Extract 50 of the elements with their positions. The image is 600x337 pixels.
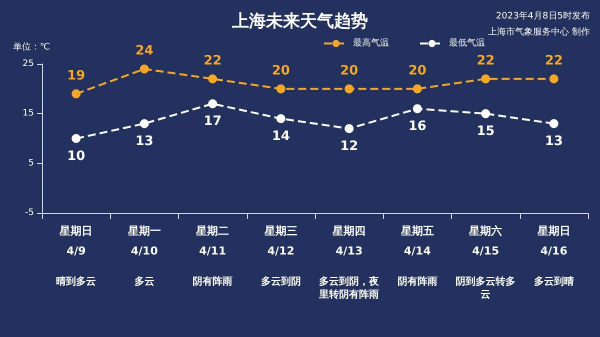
point [481,74,490,84]
point [412,104,422,114]
data-label: 20 [408,63,426,78]
data-label: 19 [67,68,86,84]
data-label: 24 [135,43,154,58]
data-label: 22 [544,53,563,68]
point [481,109,490,118]
data-label: 12 [340,139,358,154]
legend-label: 最高气温 [353,38,389,48]
point [344,124,354,134]
data-label: 20 [340,63,358,78]
category-label: 星期日 4/9 晴到多云 [56,224,96,288]
point [72,89,81,98]
category-label: 星期四 4/13 多云到阴，夜里转阴有阵雨 [319,224,380,300]
point [549,74,558,84]
text: 上海市气象服务中心 制作 [488,26,590,38]
point [140,119,149,128]
point [276,84,286,94]
data-label: 14 [272,129,290,144]
point [412,84,422,94]
category-label: 星期六 4/15 阴到多云转多云 [456,224,516,300]
category-label: 星期日 4/16 多云到晴 [534,224,574,288]
data-label: 17 [204,114,222,130]
point [140,64,149,74]
point [208,99,218,108]
data-label: 20 [272,63,290,78]
point [208,74,218,84]
legend-label: 最低气温 [449,38,485,48]
data-label: 22 [204,53,222,68]
point [72,134,81,143]
data-label: 10 [67,149,86,164]
data-label: 16 [408,119,426,134]
category-label: 星期五 4/14 阴有阵雨 [397,224,438,288]
text: 2023年4月8日5时发布 [496,10,590,22]
y-tick-label: -5 [25,208,34,218]
point [276,114,286,124]
y-tick-label: 5 [28,158,34,168]
data-label: 13 [544,134,563,150]
data-label: 15 [476,124,495,140]
data-label: 22 [476,53,495,68]
point [549,119,558,128]
category-label: 星期三 4/12 多云到阴 [260,224,301,288]
data-label: 13 [135,134,154,150]
category-label: 星期二 4/11 阴有阵雨 [192,224,233,288]
chart-title: 上海未来天气趋势 [231,12,368,32]
y-axis-title: 单位：℃ [12,42,50,52]
y-tick-label: 15 [22,108,34,119]
y-tick-label: 25 [22,59,34,69]
category-label: 星期一 4/10 多云 [128,224,161,288]
point [344,84,354,94]
